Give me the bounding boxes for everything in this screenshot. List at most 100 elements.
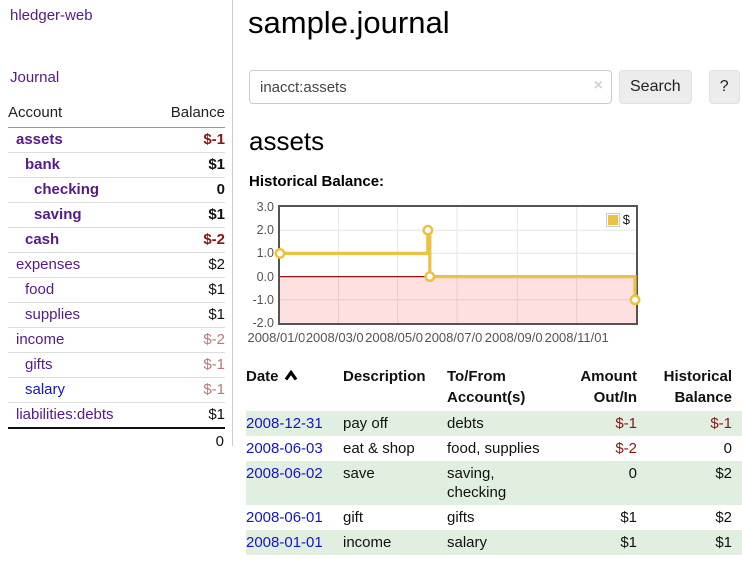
transaction-date-link[interactable]: 2008-01-01 [246, 534, 323, 551]
col-amount: Amount Out/In [580, 368, 637, 406]
transaction-balance: $2 [715, 465, 732, 482]
x-axis-tick-label: 2008/03/01 [304, 330, 372, 345]
transaction-row[interactable]: 2008-01-01 income salary $1 $1 [246, 530, 742, 555]
account-balance: $1 [208, 281, 225, 298]
transaction-amount: 0 [628, 465, 637, 482]
account-link[interactable]: saving [34, 206, 82, 223]
y-axis-tick-label: -2.0 [252, 316, 274, 330]
accounts-panel: Account Balance assets $-1 bank $1 check… [8, 100, 225, 454]
account-link[interactable]: cash [25, 231, 60, 248]
transaction-balance: 0 [723, 440, 732, 457]
legend-series-label: $ [622, 212, 630, 227]
account-row[interactable]: food $1 [8, 277, 225, 302]
transaction-balance: $-1 [710, 415, 732, 432]
transaction-accounts: debts [447, 415, 484, 432]
transaction-row[interactable]: 2008-06-03 eat & shop food, supplies $-2… [246, 436, 742, 461]
transaction-date-link[interactable]: 2008-06-03 [246, 440, 323, 457]
search-button[interactable]: Search [619, 70, 692, 104]
sort-ascending-icon [284, 366, 298, 387]
transaction-date-link[interactable]: 2008-06-02 [246, 465, 323, 482]
account-link[interactable]: income [16, 331, 65, 348]
account-balance: $2 [208, 256, 225, 273]
account-row[interactable]: salary $-1 [8, 377, 225, 402]
transaction-balance: $1 [715, 534, 732, 551]
account-link[interactable]: gifts [25, 356, 53, 373]
transaction-description: save [343, 465, 375, 482]
transaction-balance: $2 [715, 509, 732, 526]
transaction-description: pay off [343, 415, 388, 432]
account-row[interactable]: saving $1 [8, 202, 225, 227]
account-row[interactable]: supplies $1 [8, 302, 225, 327]
x-axis-tick-label: 2008/05/01 [364, 330, 432, 345]
account-link[interactable]: expenses [16, 256, 81, 273]
account-heading: assets [249, 126, 325, 156]
register-table: Date Description To/From Account(s) Amou… [246, 363, 742, 555]
account-rows: assets $-1 bank $1 checking 0 saving $1 … [8, 128, 225, 427]
register-header-row: Date Description To/From Account(s) Amou… [246, 363, 742, 411]
account-row[interactable]: bank $1 [8, 152, 225, 177]
transaction-accounts: saving, checking [447, 465, 507, 501]
account-row[interactable]: income $-2 [8, 327, 225, 352]
accounts-col-balance: Balance [170, 104, 225, 121]
account-balance: $-2 [203, 331, 225, 348]
account-link[interactable]: checking [34, 181, 100, 198]
help-button[interactable]: ? [708, 70, 740, 104]
transaction-date-link[interactable]: 2008-12-31 [246, 415, 323, 432]
account-balance: $1 [208, 156, 225, 173]
y-axis-tick-label: -1.0 [252, 292, 274, 307]
transaction-accounts: salary [447, 534, 488, 551]
account-balance: $1 [208, 206, 225, 223]
col-historical-balance: Historical Balance [663, 368, 732, 406]
chart-legend: $ [603, 211, 632, 228]
col-description: Description [343, 368, 426, 385]
account-row[interactable]: gifts $-1 [8, 352, 225, 377]
chart-title: Historical Balance: [249, 173, 385, 190]
transaction-amount: $1 [620, 509, 637, 526]
transaction-amount: $1 [620, 534, 637, 551]
y-axis-tick-label: 2.0 [256, 223, 274, 238]
page-title: sample.journal [248, 5, 450, 40]
y-axis-tick-label: 1.0 [256, 246, 274, 261]
account-balance: $-2 [203, 231, 225, 248]
transaction-accounts: food, supplies [447, 440, 540, 457]
x-axis-tick-label: 2008/09/01 [483, 330, 551, 345]
transaction-amount: $-2 [615, 440, 637, 457]
account-link[interactable]: liabilities:debts [16, 406, 114, 423]
accounts-total-value: 0 [215, 433, 224, 450]
account-link[interactable]: bank [25, 156, 61, 173]
transaction-description: income [343, 534, 392, 551]
account-balance: $1 [208, 306, 225, 323]
transaction-description: gift [343, 509, 364, 526]
transaction-row[interactable]: 2008-06-01 gift gifts $1 $2 [246, 505, 742, 530]
accounts-total-row: 0 [8, 427, 225, 454]
account-row[interactable]: checking 0 [8, 177, 225, 202]
account-balance: $-1 [203, 356, 225, 373]
search-box: × [249, 70, 612, 104]
account-row[interactable]: assets $-1 [8, 128, 225, 152]
account-link[interactable]: food [25, 281, 55, 298]
x-axis-tick-label: 2008/07/01 [423, 330, 491, 345]
clear-search-icon[interactable]: × [593, 77, 603, 94]
app-title-link[interactable]: hledger-web [10, 7, 93, 24]
account-balance: $-1 [203, 381, 225, 398]
col-date[interactable]: Date [246, 363, 343, 411]
accounts-header: Account Balance [8, 100, 225, 128]
chart-plot-area: $ [274, 205, 641, 325]
transaction-date-link[interactable]: 2008-06-01 [246, 509, 323, 526]
sidebar: hledger-web Journal Account Balance asse… [0, 0, 233, 450]
search-input[interactable] [249, 70, 612, 104]
x-axis-tick-label: 2008/11/01 [543, 330, 610, 345]
account-row[interactable]: cash $-2 [8, 227, 225, 252]
legend-swatch-icon [607, 214, 618, 225]
account-link[interactable]: assets [16, 131, 63, 148]
transaction-row[interactable]: 2008-12-31 pay off debts $-1 $-1 [246, 411, 742, 436]
nav-journal-link[interactable]: Journal [10, 69, 60, 86]
account-balance: $-1 [203, 131, 225, 148]
account-row[interactable]: expenses $2 [8, 252, 225, 277]
col-tofrom-accounts: To/From Account(s) [447, 368, 526, 406]
transaction-row[interactable]: 2008-06-02 save saving, checking 0 $2 [246, 461, 742, 505]
account-balance: 0 [216, 181, 225, 198]
account-link[interactable]: salary [25, 381, 66, 398]
account-link[interactable]: supplies [25, 306, 81, 323]
account-row[interactable]: liabilities:debts $1 [8, 402, 225, 427]
